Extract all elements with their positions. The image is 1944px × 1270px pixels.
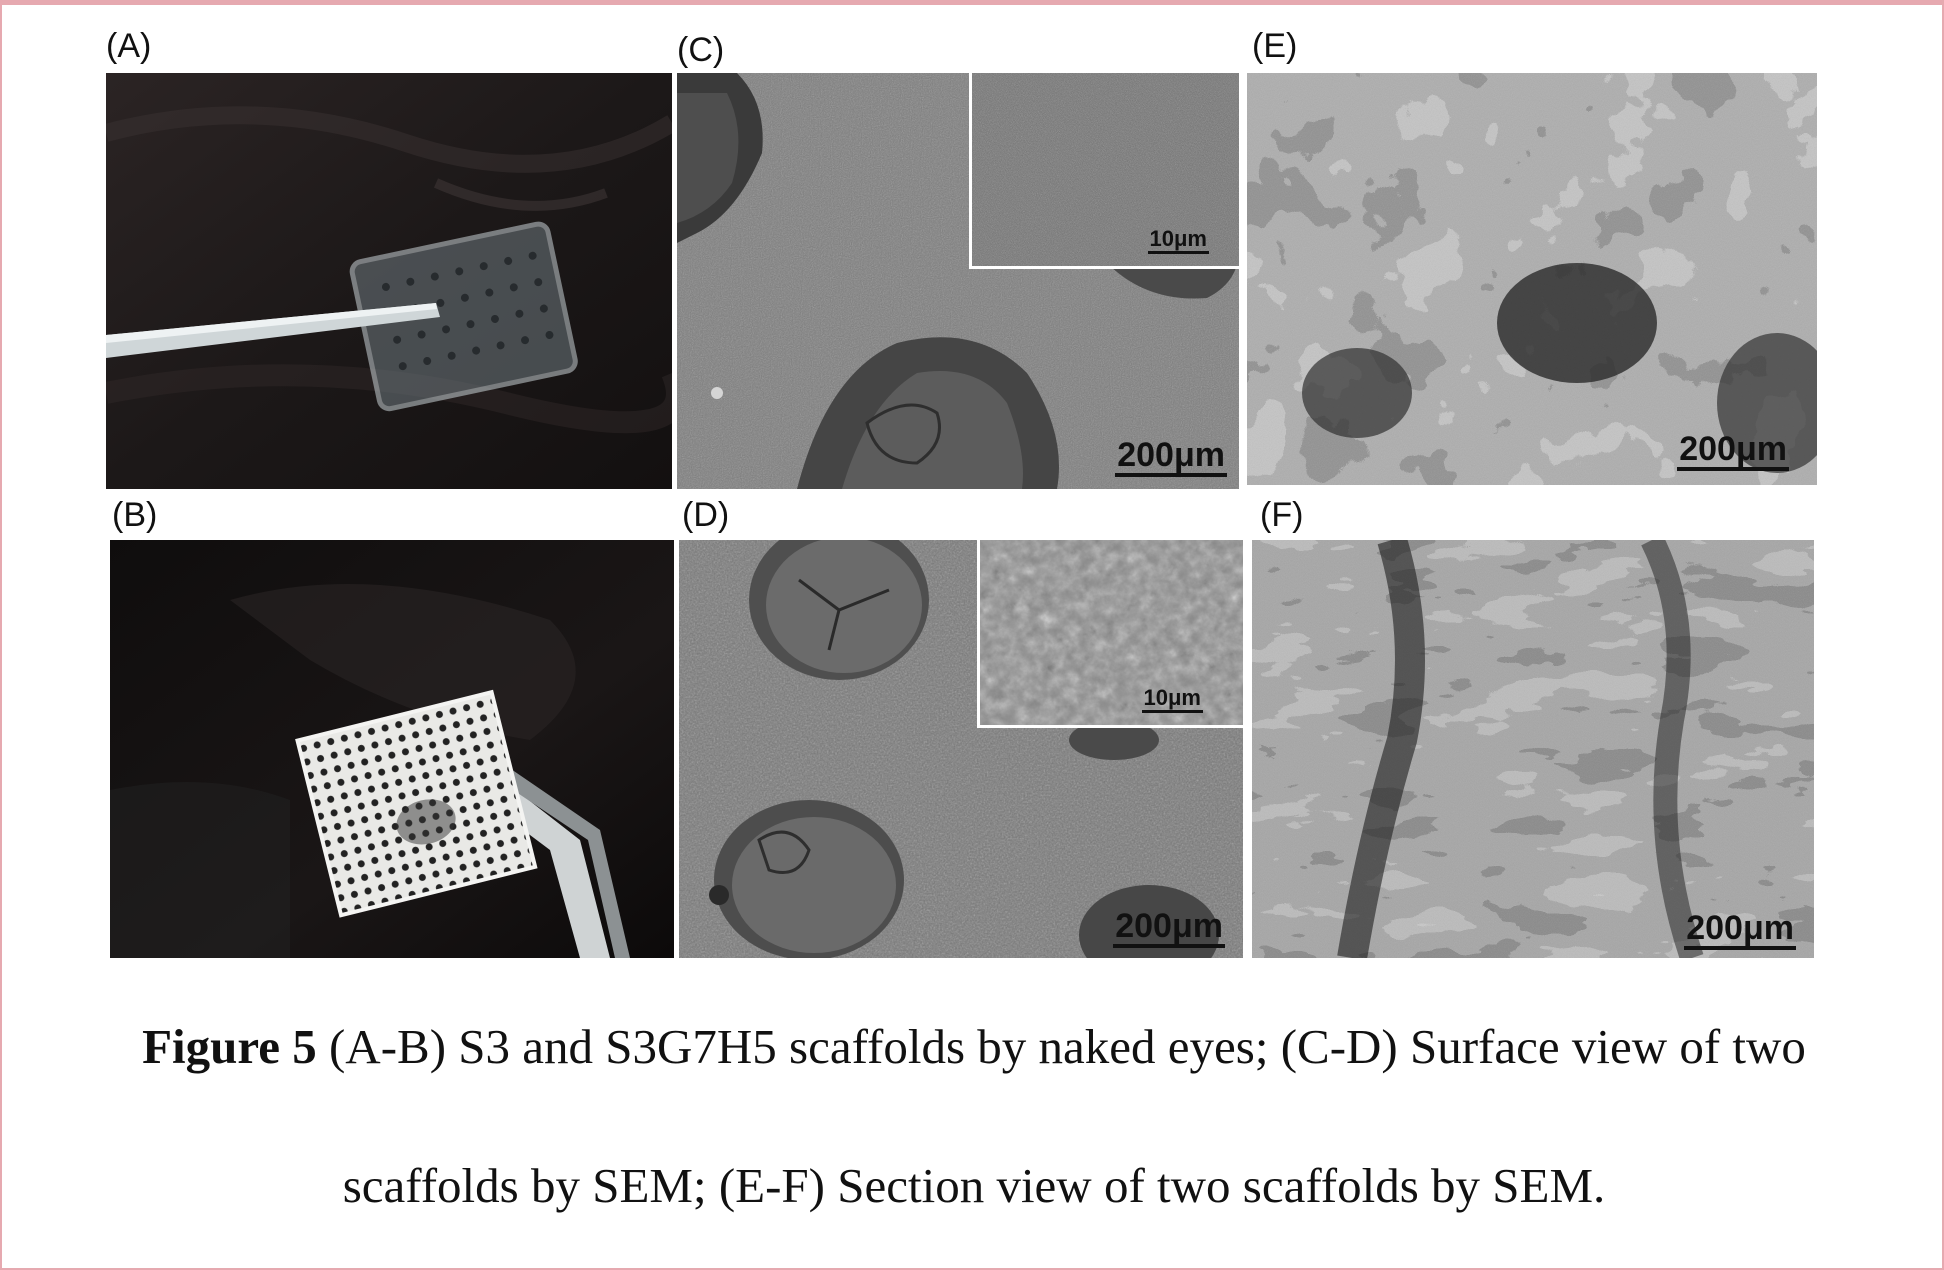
panel-f-sem: 200μm <box>1252 540 1814 958</box>
panel-label-f: (F) <box>1260 496 1304 534</box>
scale-bar-10um-c: 10μm <box>1147 228 1209 254</box>
panel-d-inset: 10μm <box>977 540 1243 728</box>
panel-c-sem: 10μm 200μm <box>677 73 1239 489</box>
panel-b-photo <box>110 540 674 958</box>
scale-bar-200um-f: 200μm <box>1684 911 1796 950</box>
sem-surface-image <box>679 540 1243 958</box>
scaffold-s3-photo <box>106 73 672 489</box>
scaffold-s3g7h5-photo <box>110 540 674 958</box>
panel-label-a: (A) <box>106 27 152 65</box>
panel-c-inset: 10μm <box>969 73 1239 269</box>
panel-label-b: (B) <box>112 496 158 534</box>
scale-bar-10um-d: 10μm <box>1141 687 1203 713</box>
scale-bar-200um-c: 200μm <box>1115 438 1227 477</box>
panel-label-e: (E) <box>1252 27 1298 65</box>
panel-label-d: (D) <box>682 496 730 534</box>
caption-text-1: (A-B) S3 and S3G7H5 scaffolds by naked e… <box>316 1019 1806 1074</box>
scale-bar-200um-e: 200μm <box>1677 432 1789 471</box>
scale-bar-200um-d: 200μm <box>1113 909 1225 948</box>
sem-section-image <box>1247 73 1817 485</box>
panel-e-sem: 200μm <box>1247 73 1817 485</box>
panel-label-c: (C) <box>677 31 725 69</box>
sem-section-image <box>1252 540 1814 958</box>
figure-caption-line-2: scaffolds by SEM; (E-F) Section view of … <box>342 1158 1606 1213</box>
panel-a-photo <box>106 73 672 489</box>
figure-caption-line-1: Figure 5 (A-B) S3 and S3G7H5 scaffolds b… <box>2 1018 1944 1075</box>
figure-number: Figure 5 <box>142 1019 317 1074</box>
panel-d-sem: 10μm 200μm <box>679 540 1243 958</box>
